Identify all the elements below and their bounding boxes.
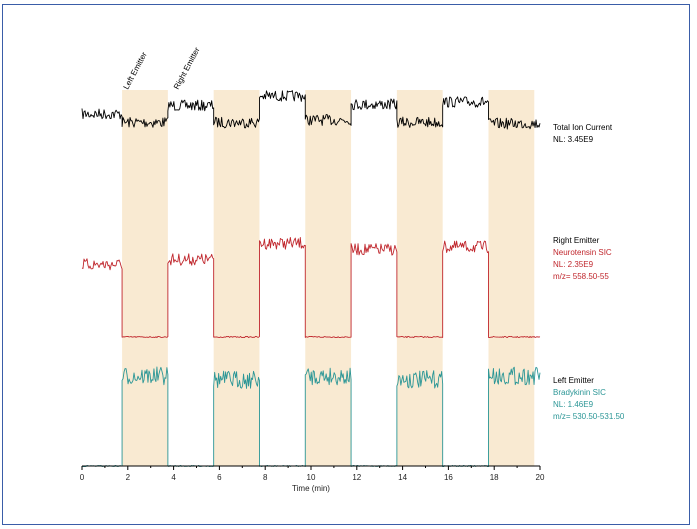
- x-tick-label-2: 2: [126, 473, 131, 482]
- emitter-window-3: [305, 90, 352, 466]
- x-tick-label-16: 16: [444, 473, 453, 482]
- x-axis-title: Time (min): [292, 484, 330, 493]
- trace-3-label-3: NL: 1.46E9: [553, 400, 594, 409]
- x-tick-label-12: 12: [352, 473, 361, 482]
- x-tick-label-18: 18: [490, 473, 499, 482]
- x-tick-label-20: 20: [536, 473, 545, 482]
- trace-1-label-2: NL: 3.45E9: [553, 135, 594, 144]
- x-tick-label-0: 0: [80, 473, 85, 482]
- annotation-right-emitter: Right Emitter: [172, 46, 202, 91]
- trace-2-label-1: Right Emitter: [553, 236, 600, 245]
- x-tick-label-4: 4: [171, 473, 176, 482]
- x-tick-label-8: 8: [263, 473, 268, 482]
- trace-labels: Total Ion Current NL: 3.45E9 Right Emitter…: [553, 123, 625, 421]
- figure-frame: [2, 4, 690, 525]
- trace-3-label-4: m/z= 530.50-531.50: [553, 412, 625, 421]
- x-axis: 0 2 4 6 8 10 12 14 16 18 20 Time (min): [80, 465, 545, 493]
- left-emitter-shading-layer: [122, 90, 535, 466]
- trace-2: [81, 236, 541, 339]
- emitter-window-5: [488, 90, 535, 466]
- x-tick-label-10: 10: [307, 473, 316, 482]
- trace-3-label-1: Left Emitter: [553, 376, 594, 385]
- trace-2-label-2: Neurotensin SIC: [553, 248, 612, 257]
- emitter-window-1: [122, 90, 168, 466]
- emitter-annotations: Left Emitter Right Emitter: [122, 46, 202, 91]
- emitter-window-4: [396, 90, 443, 466]
- x-tick-label-6: 6: [217, 473, 222, 482]
- emitter-window-2: [213, 90, 260, 466]
- trace-2-label-4: m/z= 558.50-55: [553, 272, 609, 281]
- trace-1-label-1: Total Ion Current: [553, 123, 613, 132]
- annotation-left-emitter: Left Emitter: [122, 50, 149, 91]
- trace-3-label-2: Bradykinin SIC: [553, 388, 606, 397]
- x-tick-label-14: 14: [398, 473, 407, 482]
- trace-2-label-3: NL: 2.35E9: [553, 260, 594, 269]
- trace-1: [81, 90, 541, 130]
- x-axis-ticks: 0 2 4 6 8 10 12 14 16 18 20: [80, 466, 545, 482]
